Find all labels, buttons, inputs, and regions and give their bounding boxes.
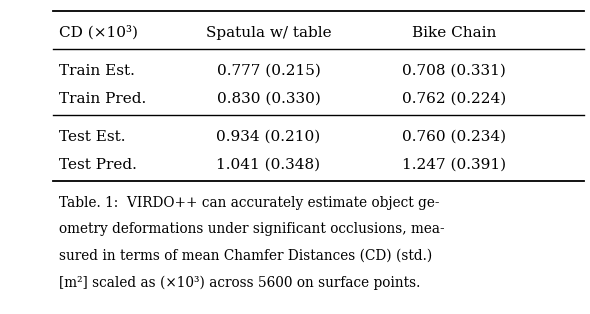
Text: 1.041 (0.348): 1.041 (0.348) xyxy=(217,158,320,172)
Text: 0.708 (0.331): 0.708 (0.331) xyxy=(402,64,506,78)
Text: 1.247 (0.391): 1.247 (0.391) xyxy=(402,158,506,172)
Text: Train Est.: Train Est. xyxy=(59,64,135,78)
Text: sured in terms of mean Chamfer Distances (CD) (std.): sured in terms of mean Chamfer Distances… xyxy=(59,249,432,263)
Text: Spatula w/ table: Spatula w/ table xyxy=(206,26,331,40)
Text: CD (×10³): CD (×10³) xyxy=(59,26,138,40)
Text: 0.762 (0.224): 0.762 (0.224) xyxy=(402,92,506,106)
Text: Test Est.: Test Est. xyxy=(59,130,126,143)
Text: [m²] scaled as (×10³) across 5600 on surface points.: [m²] scaled as (×10³) across 5600 on sur… xyxy=(59,275,420,290)
Text: Train Pred.: Train Pred. xyxy=(59,92,146,106)
Text: ometry deformations under significant occlusions, mea-: ometry deformations under significant oc… xyxy=(59,222,445,236)
Text: 0.934 (0.210): 0.934 (0.210) xyxy=(217,130,320,143)
Text: Test Pred.: Test Pred. xyxy=(59,158,137,172)
Text: 0.777 (0.215): 0.777 (0.215) xyxy=(217,64,320,78)
Text: 0.760 (0.234): 0.760 (0.234) xyxy=(402,130,506,143)
Text: Table. 1:  VIRDO++ can accurately estimate object ge-: Table. 1: VIRDO++ can accurately estimat… xyxy=(59,196,440,209)
Text: 0.830 (0.330): 0.830 (0.330) xyxy=(217,92,320,106)
Text: Bike Chain: Bike Chain xyxy=(412,26,497,40)
